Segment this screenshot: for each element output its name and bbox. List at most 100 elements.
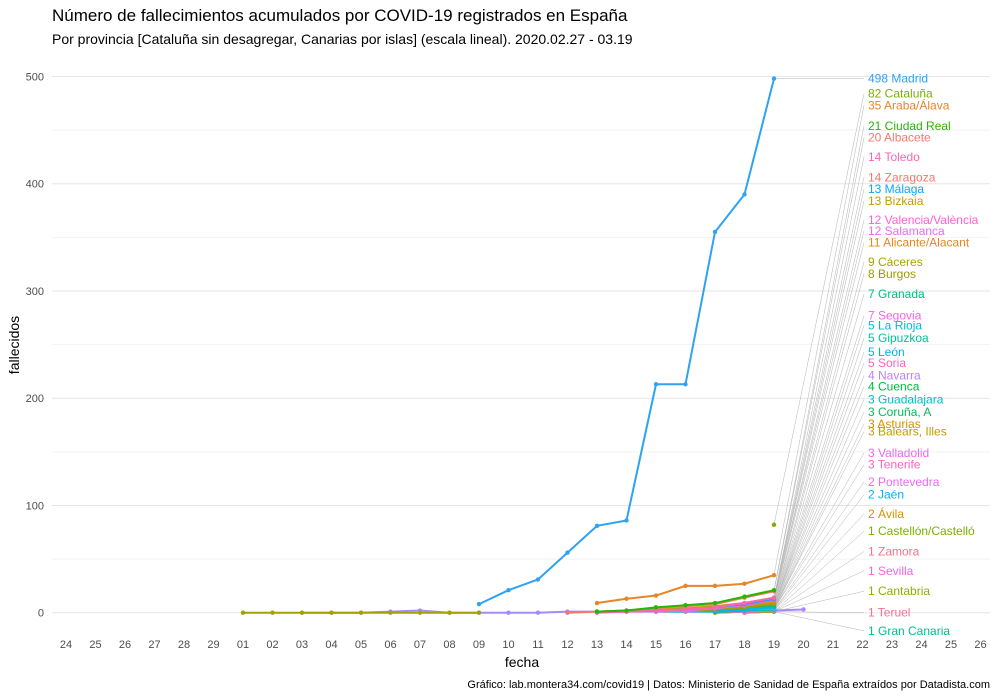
x-tick-label: 29 [207,639,219,651]
x-tick-label: 08 [443,639,455,651]
x-tick-label: 19 [768,639,780,651]
y-tick-label: 500 [26,71,44,83]
series-label: 5 Soria [868,356,906,370]
x-axis-ticks: 24 25 26 27 28 29 01 02 03 04 05 06 07 08 09 10 11 12 13 14… [60,639,987,651]
label-leader [773,362,865,608]
label-leader [773,294,865,606]
label-leader [773,220,865,600]
label-leader [773,464,865,610]
data-point [594,609,600,614]
data-point [683,602,688,608]
y-tick-label: 400 [26,179,44,191]
series-line [478,78,775,606]
x-tick-label: 20 [797,639,809,651]
y-tick-label: 300 [26,286,44,298]
label-leader [773,137,865,592]
data-point [594,600,600,606]
x-tick-label: 26 [974,639,986,651]
series-label: 1 Zamora [868,545,920,559]
data-point [565,610,570,615]
label-leader [773,570,865,612]
chart-subtitle: Por provincia [Cataluña sin desagregar, … [52,31,633,47]
data-point [742,594,747,599]
data-point [712,605,718,610]
label-leader [773,423,865,610]
data-point [358,610,364,615]
x-axis-title: fecha [505,654,539,670]
x-tick-label: 18 [738,639,750,651]
data-point [653,382,659,387]
series-label: 35 Araba/Álava [868,97,950,112]
series-label: 11 Alicante/Alacant [868,236,970,250]
series-label: 1 Sevilla [868,564,914,578]
data-point [683,607,688,612]
data-point [476,610,482,615]
x-tick-label: 16 [679,639,691,651]
y-axis-ticks: 0 100 200 300 400 500 [26,71,44,619]
series-label: 8 Burgos [868,267,916,281]
data-point [624,608,629,613]
label-leader [773,611,865,632]
data-point [624,596,629,601]
series-label: 5 La Rioja [868,318,922,332]
chart-title: Número de fallecimientos acumulados por … [52,6,628,25]
data-point [801,607,806,612]
series-label: 1 Castellón/Castelló [868,524,975,538]
label-leader [773,591,865,612]
series-label: 82 Cataluña [868,87,933,101]
data-point [771,587,777,593]
label-leader [773,105,865,576]
data-point [270,610,275,615]
series-label: 20 Albacete [868,131,931,145]
label-leader [773,513,865,611]
x-tick-label: 03 [296,639,308,651]
series-label: 7 Granada [868,287,925,301]
series-label: 498 Madrid [868,72,928,86]
x-tick-label: 14 [620,639,632,651]
label-leader [773,431,865,610]
series-label: 12 Salamanca [868,224,945,238]
y-tick-label: 200 [26,393,44,405]
series-label: 1 Gran Canaria [868,624,950,638]
series-label: 4 Navarra [868,369,921,383]
x-tick-label: 04 [325,639,337,651]
label-leader [773,189,865,599]
y-tick-label: 0 [38,608,44,620]
data-point [742,581,747,586]
label-leader [773,530,865,612]
grid-lines [52,75,990,614]
x-tick-label: 25 [945,639,957,651]
data-point [653,593,659,598]
series-label: 1 Teruel [868,606,910,620]
label-leader [773,125,865,591]
label-leader [773,93,865,525]
label-leader [773,481,865,611]
label-leader [773,315,865,606]
series-label: 13 Málaga [868,182,924,196]
data-point [329,610,334,615]
label-leader [773,386,865,609]
x-tick-label: 28 [178,639,190,651]
label-leader [773,325,865,608]
data-point [565,550,570,555]
data-point [742,600,747,606]
y-tick-label: 100 [26,500,44,512]
data-point [712,600,718,606]
series-label: 9 Cáceres [868,255,923,269]
series-label: 3 Coruña, A [868,405,931,419]
x-tick-label: 17 [709,639,721,651]
x-tick-label: 25 [89,639,101,651]
data-point [771,595,777,600]
series-label: 3 Guadalajara [868,392,944,406]
x-tick-label: 27 [148,639,160,651]
x-tick-label: 11 [532,639,543,651]
data-point [388,610,393,615]
series-label: 2 Ávila [868,506,904,521]
data-point [683,583,688,589]
x-tick-label: 24 [60,639,72,651]
label-leader [773,375,865,609]
x-tick-label: 02 [266,639,278,651]
series-label: 14 Toledo [868,150,920,164]
series-label: 12 Valencia/València [868,213,979,227]
